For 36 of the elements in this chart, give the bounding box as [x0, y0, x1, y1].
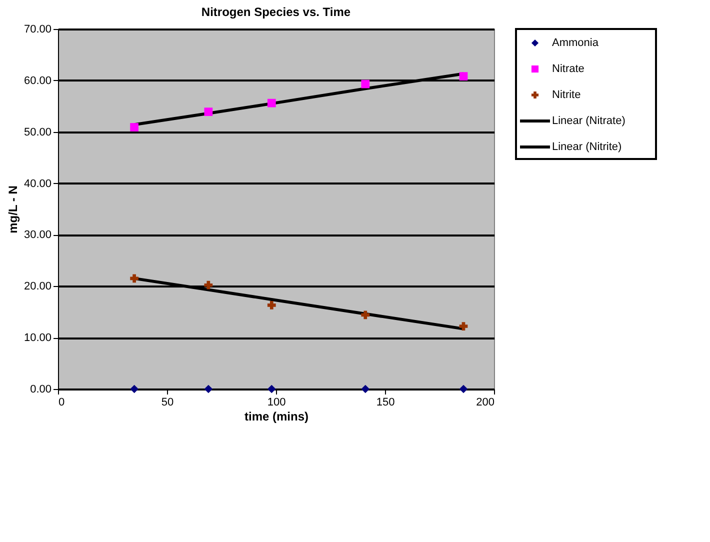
y-tick-label: 30.00 — [24, 229, 52, 242]
x-tick-label: 0 — [58, 396, 65, 408]
x-tick-label: 200 — [476, 396, 494, 408]
point — [267, 300, 276, 310]
point — [267, 384, 276, 394]
point — [459, 384, 468, 394]
legend-label: Nitrite — [552, 89, 581, 101]
y-tick-label: 10.00 — [24, 332, 52, 344]
legend-label: Ammonia — [552, 37, 600, 49]
point — [361, 310, 370, 320]
point — [361, 384, 370, 394]
x-tick-label: 150 — [376, 396, 395, 408]
legend-label: Nitrate — [552, 63, 584, 75]
y-tick-label: 60.00 — [24, 74, 52, 87]
point — [267, 98, 276, 108]
point — [459, 322, 468, 330]
chart-title: Nitrogen Species vs. Time — [201, 5, 351, 19]
x-axis-title: time (mins) — [244, 410, 309, 424]
y-tick-label: 0.00 — [30, 384, 52, 396]
point — [204, 384, 213, 394]
legend-label: Linear (Nitrate) — [552, 115, 626, 127]
y-tick-label: 70.00 — [24, 24, 52, 36]
point — [459, 72, 468, 80]
point — [130, 384, 138, 394]
legend-label: Linear (Nitrite) — [552, 141, 622, 153]
x-tick-label: 100 — [267, 396, 286, 408]
y-tick-label: 50.00 — [24, 126, 52, 138]
point — [204, 280, 213, 290]
y-tick-label: 40.00 — [24, 178, 52, 190]
y-axis-title: mg/L - N — [6, 186, 20, 234]
x-tick-label: 50 — [161, 396, 174, 408]
point — [361, 80, 370, 88]
point — [130, 274, 138, 283]
point — [130, 123, 138, 132]
point — [204, 108, 213, 116]
y-tick-label: 20.00 — [24, 280, 52, 293]
